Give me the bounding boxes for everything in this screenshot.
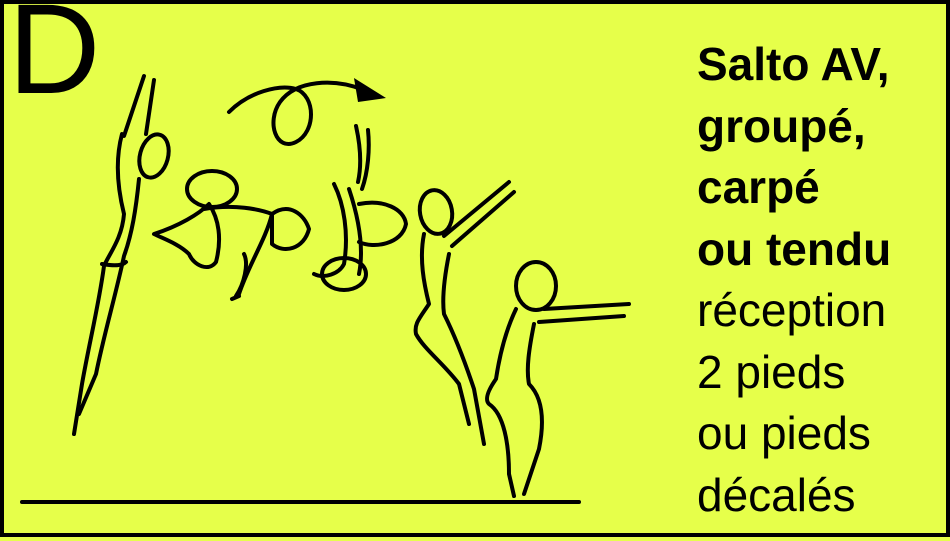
skill-description: Salto AV, groupé, carpé ou tendu récepti…: [697, 34, 947, 526]
caption-line: réception: [697, 284, 887, 336]
caption-bold-line: groupé,: [697, 99, 866, 152]
rotation-arrow-icon: [227, 78, 386, 146]
level-letter: D: [8, 0, 101, 121]
caption-line: ou pieds: [697, 407, 871, 459]
gymnast-figure-icon: [152, 169, 311, 301]
gymnast-figure-icon: [72, 74, 171, 436]
gymnast-figure-icon: [413, 180, 516, 446]
gymnast-figure-icon: [312, 124, 408, 292]
salto-sequence-illustration: [20, 74, 631, 504]
caption-line: décalés: [697, 468, 856, 521]
caption-bold-line: carpé: [697, 161, 820, 213]
gymnast-figure-icon: [485, 260, 631, 498]
caption-line: 2 pieds: [697, 345, 846, 398]
caption-bold-line: Salto AV,: [697, 38, 890, 90]
caption-bold-line: ou tendu: [697, 222, 892, 275]
